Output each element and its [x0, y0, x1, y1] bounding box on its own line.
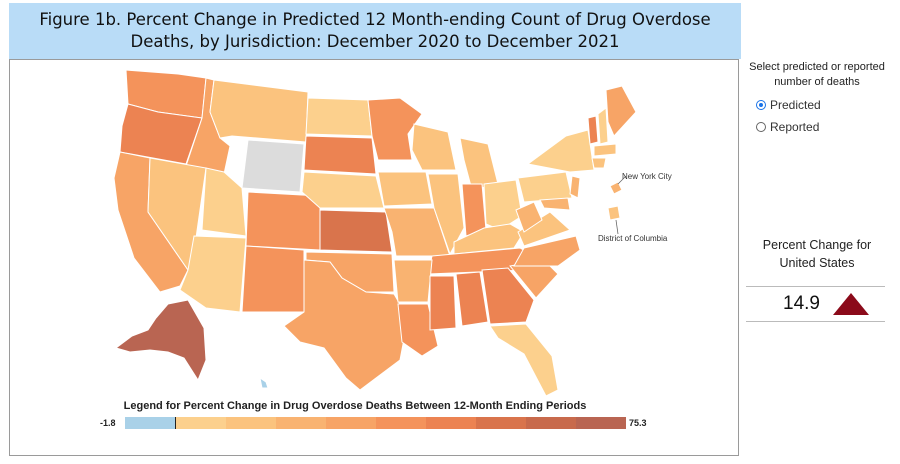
state-maryland[interactable] [539, 197, 571, 211]
state-maine[interactable] [605, 85, 637, 137]
dc-callout-label: District of Columbia [598, 234, 668, 243]
legend-title: Legend for Percent Change in Drug Overdo… [123, 400, 587, 412]
radio-reported-button[interactable] [756, 122, 766, 132]
us-change-value-box: 14.9 [746, 286, 885, 322]
legend-swatch [576, 417, 626, 429]
state-new-jersey[interactable] [569, 175, 581, 199]
legend-swatch [476, 417, 526, 429]
state-wyoming[interactable] [241, 139, 305, 193]
us-choropleth-map [113, 69, 637, 397]
state-florida[interactable] [489, 323, 559, 397]
state-north-carolina[interactable] [513, 235, 581, 267]
legend-color-scale [125, 417, 626, 429]
state-utah[interactable] [201, 167, 247, 237]
legend-swatch [176, 417, 226, 429]
state-vermont[interactable] [587, 115, 599, 145]
us-change-label: Percent Change for United States [762, 238, 872, 270]
state-nebraska[interactable] [301, 171, 385, 209]
legend-swatch [125, 417, 176, 429]
death-count-prompt: Select predicted or reported number of d… [749, 61, 885, 88]
radio-reported[interactable]: Reported [756, 120, 892, 134]
state-arkansas[interactable] [393, 259, 433, 303]
state-minnesota[interactable] [367, 97, 423, 161]
state-kansas[interactable] [319, 209, 393, 253]
state-alaska[interactable] [114, 299, 207, 382]
radio-predicted[interactable]: Predicted [756, 98, 892, 112]
legend-swatch [226, 417, 276, 429]
state-montana[interactable] [209, 79, 309, 143]
state-iowa[interactable] [377, 171, 433, 207]
increase-triangle-icon [833, 293, 869, 315]
state-texas[interactable] [283, 259, 409, 391]
legend-swatch [526, 417, 576, 429]
legend-min-label: -1.8 [100, 418, 116, 428]
state-missouri[interactable] [383, 207, 451, 257]
legend-swatch [426, 417, 476, 429]
state-massachusetts[interactable] [593, 143, 617, 157]
state-new-mexico[interactable] [241, 245, 305, 313]
state-mississippi[interactable] [429, 275, 457, 331]
radio-reported-label: Reported [770, 120, 820, 134]
state-pennsylvania[interactable] [517, 171, 573, 203]
title-banner: Figure 1b. Percent Change in Predicted 1… [9, 3, 741, 59]
state-louisiana[interactable] [397, 303, 439, 357]
state-wisconsin[interactable] [411, 123, 457, 171]
nyc-callout-label: New York City [622, 172, 672, 181]
state-georgia[interactable] [481, 267, 535, 325]
region-district-of-columbia[interactable] [607, 205, 621, 221]
legend-swatch [326, 417, 376, 429]
radio-predicted-label: Predicted [770, 98, 821, 112]
control-panel: Select predicted or reported number of d… [742, 60, 892, 134]
state-west-virginia[interactable] [515, 201, 543, 233]
legend-swatch [276, 417, 326, 429]
state-alabama[interactable] [455, 271, 489, 327]
state-south-dakota[interactable] [303, 135, 377, 175]
state-ohio[interactable] [483, 179, 523, 231]
legend-swatch [376, 417, 426, 429]
state-michigan[interactable] [459, 137, 499, 191]
state-north-dakota[interactable] [305, 97, 373, 137]
state-hawaii[interactable] [259, 376, 269, 389]
state-new-hampshire[interactable] [597, 107, 609, 145]
legend-max-label: 75.3 [629, 418, 647, 428]
state-colorado[interactable] [245, 191, 321, 251]
state-connecticut[interactable] [591, 157, 607, 169]
figure-title: Figure 1b. Percent Change in Predicted 1… [39, 10, 711, 51]
us-change-value: 14.9 [783, 293, 820, 314]
region-new-york-city[interactable] [609, 181, 623, 195]
radio-predicted-button[interactable] [756, 100, 766, 110]
state-new-york[interactable] [526, 129, 595, 173]
map-panel: New York City District of Columbia Legen… [9, 59, 739, 456]
